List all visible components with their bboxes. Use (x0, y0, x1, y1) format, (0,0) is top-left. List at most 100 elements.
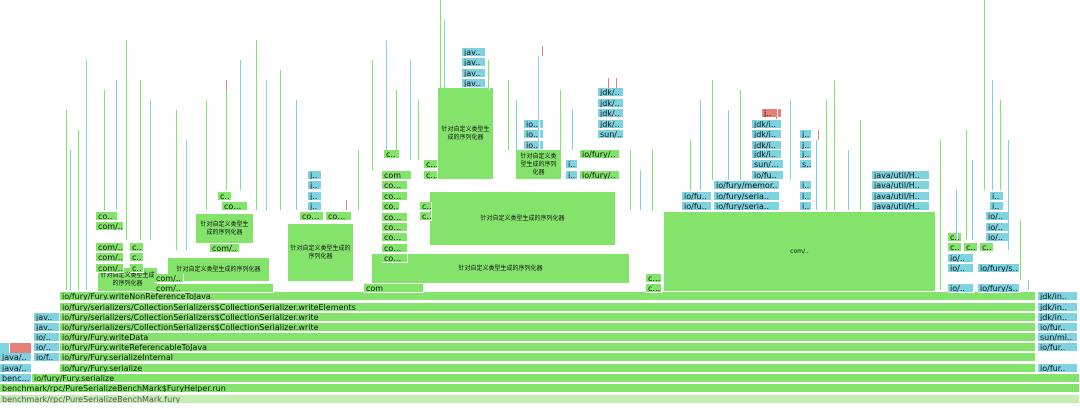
frame-sliver[interactable] (616, 78, 618, 88)
frame-io-t3[interactable]: io.. (524, 141, 544, 150)
frame-iofu-r1[interactable]: io/fu.. (682, 192, 712, 201)
frame-iofur-3[interactable]: io/fur.. (1038, 323, 1078, 332)
frame-sliver[interactable] (176, 110, 178, 250)
frame-i-r3[interactable]: i.. (800, 202, 812, 211)
frame-com-l16[interactable]: com/.. (382, 254, 408, 263)
frame-c-m10[interactable]: c.. (420, 212, 432, 221)
frame-sliver[interactable] (560, 90, 562, 150)
frame-io-r2[interactable]: io/.. (948, 264, 974, 273)
frame-io-1[interactable]: io/.. (34, 343, 60, 352)
frame-iofury-seria-2[interactable]: io/fury/seria.. (714, 202, 780, 211)
frame-sliver[interactable] (10, 343, 32, 353)
frame-jdk-t1[interactable]: jdk/.. (598, 88, 624, 97)
frame-sliver[interactable] (410, 60, 412, 160)
frame-sliver[interactable] (104, 90, 106, 210)
frame-iofu-r3[interactable]: io/fu.. (752, 171, 784, 180)
frame-sliver[interactable] (516, 100, 518, 150)
frame-jav-t2[interactable]: jav.. (462, 58, 486, 67)
frame-sliver[interactable] (816, 140, 818, 210)
frame-jav-t1[interactable]: jav.. (462, 48, 486, 57)
frame-collection-write-2[interactable]: io/fury/serializers/CollectionSerializer… (60, 313, 1036, 322)
frame-generated-serializer-4[interactable]: 针对自定义类型生成的序列化器 (288, 224, 354, 282)
frame-com-l22[interactable]: com/.. (382, 181, 408, 190)
frame-com-l18[interactable]: com/.. (382, 233, 408, 242)
frame-io-2[interactable]: io/.. (34, 333, 60, 342)
frame-com-l4[interactable]: com/.. (96, 222, 124, 231)
frame-sliver[interactable] (66, 110, 68, 290)
frame-sliver[interactable] (776, 109, 778, 119)
frame-sliver[interactable] (206, 100, 208, 210)
frame-j-3[interactable]: j.. (308, 192, 322, 201)
frame-sliver[interactable] (1028, 280, 1030, 290)
frame-sliver[interactable] (652, 150, 654, 210)
frame-io-t1[interactable]: io.. (524, 120, 544, 129)
frame-io-t2[interactable]: io.. (524, 130, 544, 139)
frame-sliver[interactable] (256, 40, 258, 210)
frame-sliver[interactable] (984, 0, 986, 190)
frame-s-r[interactable]: s.. (800, 160, 812, 169)
frame-sliver[interactable] (78, 130, 80, 290)
frame-iofurys-1[interactable]: io/fury/s.. (978, 264, 1020, 273)
frame-i-r5[interactable]: i.. (990, 202, 1004, 211)
frame-c-l7[interactable]: c.. (130, 253, 144, 262)
frame-run[interactable]: benchmark/rpc/PureSerializeBenchMark$Fur… (0, 384, 1080, 393)
frame-sliver[interactable] (848, 150, 850, 210)
frame-generated-serializer-8[interactable]: 针对自定义类型生成的序列化器 (372, 254, 630, 284)
frame-sliver[interactable] (1008, 140, 1010, 250)
frame-com-l12[interactable]: com/.. (210, 244, 240, 253)
frame-sliver[interactable] (386, 40, 388, 150)
frame-sliver[interactable] (860, 120, 862, 210)
frame-javautil-3[interactable]: java/util/H.. (872, 192, 930, 201)
frame-sliver[interactable] (700, 100, 702, 190)
frame-bench[interactable]: bench.. (0, 374, 32, 383)
frame-serialize-internal[interactable]: io/fury/Fury.serializeInternal (60, 353, 1036, 362)
frame-generated-serializer-5[interactable]: 针对自定义类型生成的序列化器 (438, 88, 494, 180)
frame-com-m3[interactable]: com (424, 160, 438, 169)
frame-jdki-r1[interactable]: jdk/i.. (752, 120, 782, 129)
frame-com-l19[interactable]: com/.. (382, 223, 408, 232)
frame-iofurys-2[interactable]: io/fury/s.. (978, 284, 1020, 293)
frame-sliver[interactable] (150, 100, 152, 240)
frame-sliver[interactable] (538, 56, 540, 150)
frame-io-r4[interactable]: io/.. (986, 212, 1010, 221)
frame-sliver[interactable] (818, 130, 820, 140)
frame-iofur-2[interactable]: io/fur.. (1038, 364, 1078, 373)
frame-j-1[interactable]: j.. (308, 171, 322, 180)
frame-sliver[interactable] (572, 110, 574, 150)
frame-jdk-t4[interactable]: jdk/.. (598, 120, 624, 129)
frame-sliver[interactable] (608, 78, 610, 88)
frame-jdk-in-1[interactable]: jdk/in.. (1038, 292, 1078, 301)
frame-jdk-t2[interactable]: jdk/.. (598, 99, 624, 108)
frame-co-l5[interactable]: co.. (96, 212, 118, 221)
frame-c-m11[interactable]: c.. (948, 233, 962, 242)
frame-sliver[interactable] (266, 80, 268, 210)
frame-sunm-r[interactable]: sun/m.. (752, 160, 784, 169)
frame-j-r1[interactable]: j.. (800, 130, 812, 139)
frame-com-m5[interactable]: com (646, 274, 662, 283)
frame-sliver[interactable] (296, 100, 298, 210)
frame-sliver[interactable] (972, 160, 974, 240)
frame-sliver[interactable] (508, 80, 510, 150)
frame-com-l3[interactable]: com/.. (96, 243, 124, 252)
frame-jdki-r3[interactable]: jdk/i.. (752, 141, 782, 150)
frame-javautil-2[interactable]: java/util/H.. (872, 181, 930, 190)
frame-generated-serializer-3[interactable]: 针对自定义类型生成的序列化器 (196, 214, 254, 244)
frame-write-referencable[interactable]: io/fury/Fury.writeReferencableToJava (60, 343, 1036, 352)
frame-java-1[interactable]: java/.. (0, 364, 32, 373)
frame-co-m7[interactable]: co.. (382, 202, 400, 211)
frame-sliver[interactable] (126, 40, 128, 240)
frame-sliver[interactable] (542, 46, 544, 56)
frame-i-t5[interactable]: i.. (566, 171, 578, 180)
frame-i-t4[interactable]: i.. (566, 160, 578, 169)
frame-io-r6[interactable]: io/.. (986, 233, 1010, 242)
frame-javautil-4[interactable]: java/util/H.. (872, 202, 930, 211)
frame-com-l20[interactable]: com/.. (382, 213, 408, 222)
frame-sliver[interactable] (966, 130, 968, 240)
frame-com-l14[interactable]: com/.. (300, 212, 324, 221)
frame-com-m4[interactable]: com (424, 171, 438, 180)
frame-sliver[interactable] (86, 60, 88, 290)
frame-com-l13[interactable]: com/.. (222, 202, 248, 211)
frame-sliver[interactable] (640, 170, 642, 210)
frame-iofury-t2[interactable]: io/fury/.. (580, 171, 620, 180)
frame-sliver[interactable] (226, 80, 228, 90)
